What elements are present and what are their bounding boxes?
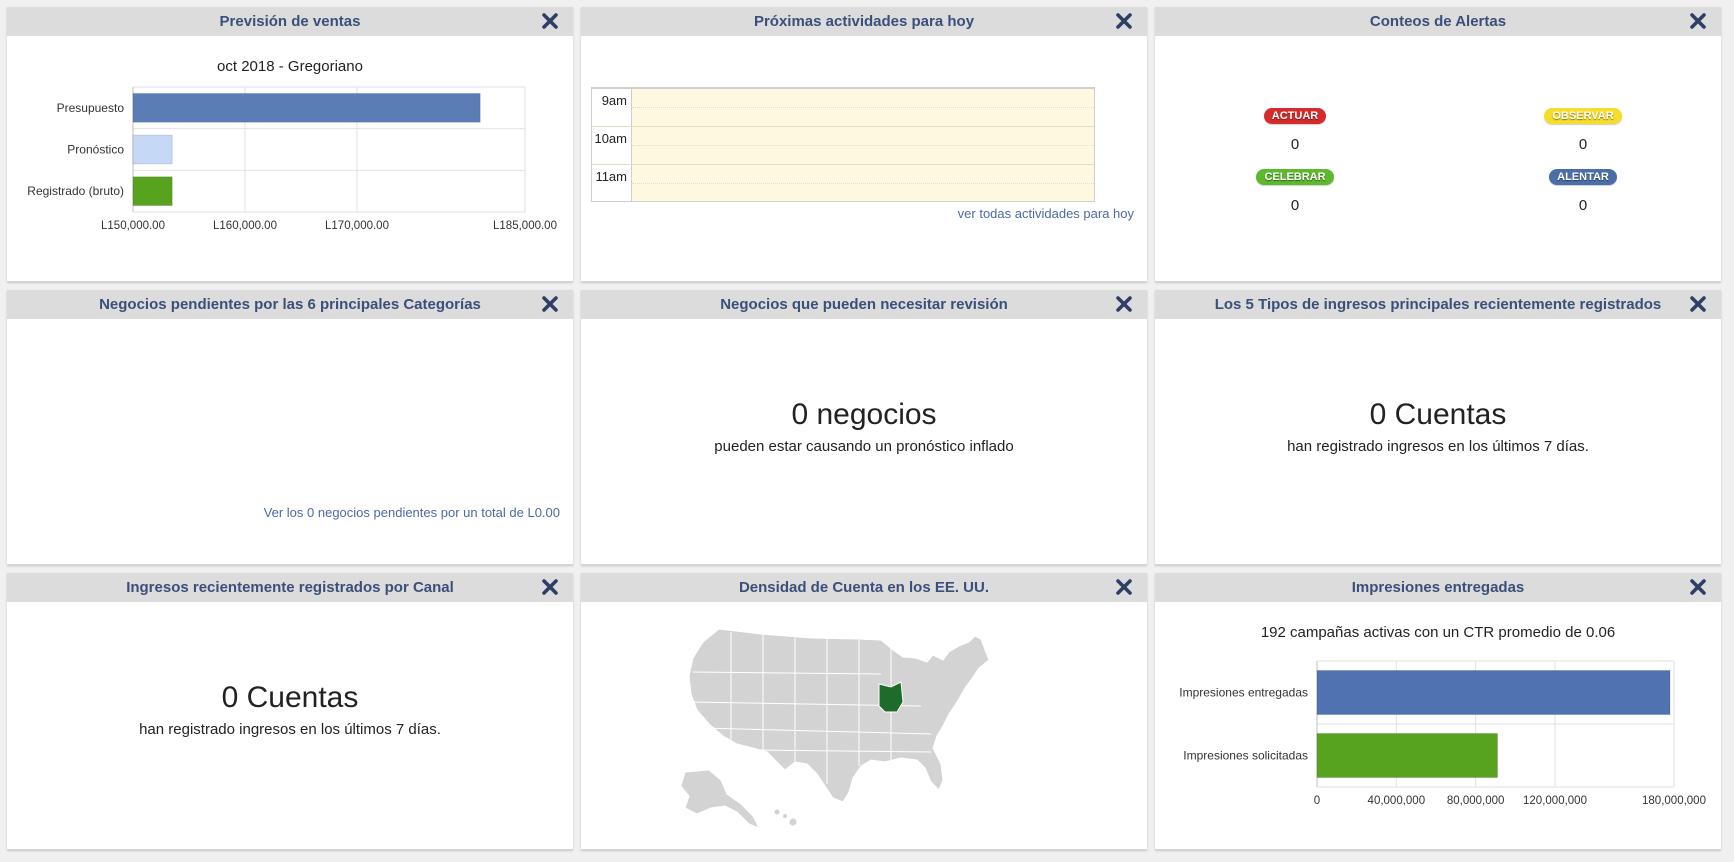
dashlet-title: Negocios pendientes por las 6 principale… — [99, 296, 481, 313]
summary-text: han registrado ingresos en los últimos 7… — [139, 721, 441, 738]
calendar-hour: 11am — [592, 165, 632, 201]
dashlet-revenue-by-channel: Ingresos recientemente registrados por C… — [7, 573, 573, 850]
view-all-activities-link[interactable]: ver todas actividades para hoy — [957, 206, 1134, 221]
status-badge[interactable]: OBSERVAR — [1544, 108, 1622, 124]
impressions-chart: Impresiones entregadas Impresiones solici… — [1179, 660, 1706, 807]
summary-text: han registrado ingresos en los últimos 7… — [1287, 438, 1589, 455]
alert-observar: OBSERVAR 0 — [1523, 106, 1643, 153]
dashlet-header: Los 5 Tipos de ingresos principales reci… — [1155, 290, 1721, 319]
dashlet-header: Próximas actividades para hoy — [581, 7, 1147, 36]
calendar-row: 11am — [592, 165, 1094, 201]
tick-label: 180,000,000 — [1642, 795, 1706, 807]
dashlet-pending-deals: Negocios pendientes por las 6 principale… — [7, 290, 573, 565]
alert-celebrar: CELEBRAR 0 — [1235, 167, 1355, 214]
dashlet-alert-counts: Conteos de Alertas ACTUAR 0 OBSERVAR 0 C… — [1155, 7, 1721, 282]
bar — [132, 134, 173, 165]
hawaii — [788, 817, 798, 827]
close-icon[interactable] — [1689, 295, 1707, 313]
dashlet-title: Los 5 Tipos de ingresos principales reci… — [1214, 296, 1662, 313]
calendar-row: 9am — [592, 89, 1094, 127]
dashlet-header: Previsión de ventas — [7, 7, 573, 36]
tick-label: 120,000,000 — [1523, 795, 1587, 807]
tick-label: L185,000.00 — [493, 220, 557, 232]
alert-count: 0 — [1578, 136, 1588, 153]
dashlet-title: Ingresos recientemente registrados por C… — [126, 579, 454, 596]
category-label: Impresiones entregadas — [1179, 686, 1308, 700]
dashlet-header: Conteos de Alertas — [1155, 7, 1721, 36]
alert-count: 0 — [1290, 136, 1300, 153]
tick-label: 80,000,000 — [1447, 795, 1505, 807]
calendar-slot[interactable] — [632, 89, 1094, 126]
close-icon[interactable] — [541, 295, 559, 313]
hawaii — [782, 813, 788, 819]
us-mainland — [688, 628, 990, 803]
day-calendar: 9am 10am 11am — [591, 87, 1095, 202]
account-count: 0 Cuentas — [1369, 398, 1507, 431]
close-icon[interactable] — [541, 12, 559, 30]
bar — [1316, 669, 1671, 716]
dashlet-activities: Próximas actividades para hoy 9am 10am 1… — [581, 7, 1147, 282]
dashlet-impressions: Impresiones entregadas 192 campañas acti… — [1155, 573, 1721, 850]
dashlet-title: Densidad de Cuenta en los EE. UU. — [738, 579, 990, 596]
account-count: 0 Cuentas — [221, 681, 359, 714]
calendar-hour: 9am — [592, 89, 632, 126]
chart-title: oct 2018 - Gregoriano — [217, 58, 363, 75]
bar — [132, 176, 173, 207]
category-label: Pronóstico — [67, 143, 124, 157]
alert-count: 0 — [1578, 197, 1588, 214]
alaska — [680, 769, 761, 829]
summary-text: pueden estar causando un pronóstico infl… — [714, 438, 1014, 455]
chart-title: 192 campañas activas con un CTR promedio… — [1260, 624, 1616, 641]
close-icon[interactable] — [541, 578, 559, 596]
category-label: Presupuesto — [57, 101, 125, 115]
close-icon[interactable] — [1689, 578, 1707, 596]
status-badge[interactable]: ALENTAR — [1549, 169, 1617, 185]
tick-label: L150,000.00 — [101, 220, 165, 232]
category-label: Registrado (bruto) — [27, 184, 124, 198]
calendar-slot[interactable] — [632, 127, 1094, 164]
dashlet-title: Impresiones entregadas — [1351, 579, 1525, 596]
deal-count: 0 negocios — [791, 398, 937, 431]
revenue-summary: 0 Cuentas han registrado ingresos en los… — [1155, 398, 1721, 455]
dashlet-header: Ingresos recientemente registrados por C… — [7, 573, 573, 602]
close-icon[interactable] — [1115, 578, 1133, 596]
status-badge[interactable]: CELEBRAR — [1256, 169, 1334, 185]
dashlet-header: Negocios que pueden necesitar revisión — [581, 290, 1147, 319]
dashlet-title: Previsión de ventas — [219, 13, 361, 30]
close-icon[interactable] — [1115, 295, 1133, 313]
alert-count: 0 — [1290, 197, 1300, 214]
pending-deals-link[interactable]: Ver los 0 negocios pendientes por un tot… — [263, 505, 560, 520]
tick-label: L160,000.00 — [213, 220, 277, 232]
close-icon[interactable] — [1689, 12, 1707, 30]
category-label: Impresiones solicitadas — [1183, 749, 1308, 763]
dashlet-header: Negocios pendientes por las 6 principale… — [7, 290, 573, 319]
dashlet-title: Negocios que pueden necesitar revisión — [720, 296, 1008, 313]
dashlet-sales-forecast: Previsión de ventas oct 2018 - Gregorian… — [7, 7, 573, 282]
bar — [1316, 732, 1498, 779]
alert-alentar: ALENTAR 0 — [1523, 167, 1643, 214]
dashlet-top-revenue-types: Los 5 Tipos de ingresos principales reci… — [1155, 290, 1721, 565]
dashlet-title: Próximas actividades para hoy — [753, 13, 975, 30]
dashlet-account-density: Densidad de Cuenta en los EE. UU. — [581, 573, 1147, 850]
alert-actuar: ACTUAR 0 — [1235, 106, 1355, 153]
dashlet-review-deals: Negocios que pueden necesitar revisión 0… — [581, 290, 1147, 565]
hawaii — [773, 808, 781, 816]
dashlet-header: Densidad de Cuenta en los EE. UU. — [581, 573, 1147, 602]
status-badge[interactable]: ACTUAR — [1263, 108, 1327, 124]
calendar-row: 10am — [592, 127, 1094, 165]
tick-label: L170,000.00 — [325, 220, 389, 232]
tick-label: 0 — [1314, 795, 1320, 807]
highlighted-state[interactable] — [878, 681, 904, 713]
calendar-hour: 10am — [592, 127, 632, 164]
calendar-slot[interactable] — [632, 165, 1094, 201]
review-summary: 0 negocios pueden estar causando un pron… — [581, 398, 1147, 455]
us-map — [680, 628, 990, 829]
dashlet-title: Conteos de Alertas — [1369, 13, 1507, 30]
bar — [132, 92, 481, 123]
close-icon[interactable] — [1115, 12, 1133, 30]
dashlet-header: Impresiones entregadas — [1155, 573, 1721, 602]
forecast-chart: Presupuesto Pronóstico Registrado (bruto) L… — [27, 86, 557, 232]
channel-summary: 0 Cuentas han registrado ingresos en los… — [7, 681, 573, 738]
tick-label: 40,000,000 — [1368, 795, 1426, 807]
